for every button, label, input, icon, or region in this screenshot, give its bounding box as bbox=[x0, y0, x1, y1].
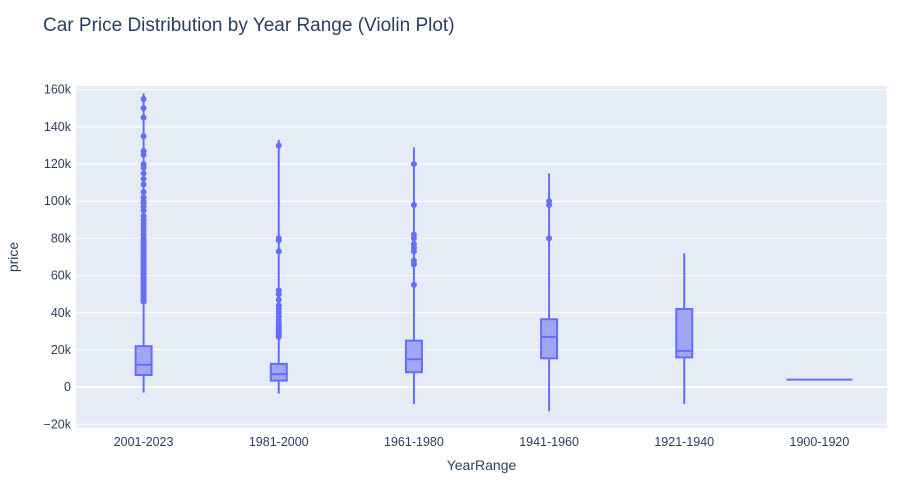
outlier-point bbox=[140, 188, 147, 195]
x-tick-label: 1961-1980 bbox=[384, 435, 444, 449]
violin-box bbox=[540, 318, 559, 360]
y-tick-label: 40k bbox=[51, 306, 72, 320]
x-axis-title: YearRange bbox=[447, 457, 517, 473]
outlier-point bbox=[140, 105, 147, 112]
violin-box bbox=[675, 308, 694, 359]
outlier-point bbox=[140, 194, 147, 201]
violin-box bbox=[404, 339, 423, 374]
outlier-point bbox=[140, 114, 147, 121]
outlier-point bbox=[275, 142, 282, 149]
outlier-point bbox=[275, 248, 282, 255]
outlier-point bbox=[410, 231, 417, 238]
y-tick-label: 0 bbox=[64, 380, 71, 394]
outlier-point bbox=[275, 235, 282, 242]
outlier-point bbox=[140, 148, 147, 155]
x-tick-label: 1941-1960 bbox=[519, 435, 579, 449]
y-axis-title: price bbox=[5, 242, 21, 273]
outlier-point bbox=[546, 235, 553, 242]
outlier-point bbox=[410, 257, 417, 264]
violin-1961-1980 bbox=[404, 147, 423, 404]
outlier-point bbox=[410, 240, 417, 247]
x-tick-label: 1921-1940 bbox=[654, 435, 714, 449]
violin-1981-2000 bbox=[269, 139, 288, 394]
outlier-point bbox=[275, 302, 282, 309]
x-tick-label: 1981-2000 bbox=[249, 435, 309, 449]
outlier-point bbox=[275, 287, 282, 294]
violin-box bbox=[134, 345, 153, 377]
y-tick-label: 140k bbox=[44, 120, 72, 134]
outlier-point bbox=[275, 296, 282, 303]
chart-title: Car Price Distribution by Year Range (Vi… bbox=[43, 15, 455, 36]
y-axis-ticks: −20k 0 20k 40k 60k 80k 100k 120k 140k 160k bbox=[44, 83, 72, 432]
violins bbox=[134, 93, 853, 412]
x-tick-label: 1900-1920 bbox=[790, 435, 850, 449]
outlier-point bbox=[140, 96, 147, 103]
outlier-point bbox=[410, 201, 417, 208]
outlier-point bbox=[546, 198, 553, 205]
violin-1921-1940 bbox=[675, 253, 694, 404]
x-axis-ticks: 2001-2023 1981-2000 1961-1980 1941-1960 1921… bbox=[114, 435, 850, 449]
y-tick-label: 60k bbox=[51, 269, 72, 283]
y-tick-label: 80k bbox=[51, 231, 72, 245]
y-tick-label: 160k bbox=[44, 83, 72, 97]
outlier-point bbox=[140, 170, 147, 177]
outlier-point bbox=[140, 175, 147, 182]
y-tick-label: 100k bbox=[44, 194, 72, 208]
outlier-point bbox=[140, 161, 147, 168]
outlier-point bbox=[140, 181, 147, 188]
outlier-point bbox=[410, 161, 417, 168]
violin-box bbox=[269, 362, 288, 382]
plot-area bbox=[76, 86, 887, 428]
y-tick-label: 20k bbox=[51, 343, 72, 357]
y-tick-label: −20k bbox=[44, 417, 72, 431]
outlier-point bbox=[140, 133, 147, 140]
y-tick-label: 120k bbox=[44, 157, 72, 171]
violin-2001-2023 bbox=[134, 93, 153, 393]
x-tick-label: 2001-2023 bbox=[114, 435, 174, 449]
outlier-point bbox=[410, 281, 417, 288]
gridlines bbox=[76, 89, 887, 425]
outlier-point bbox=[140, 213, 147, 220]
violin-1941-1960 bbox=[540, 173, 559, 412]
